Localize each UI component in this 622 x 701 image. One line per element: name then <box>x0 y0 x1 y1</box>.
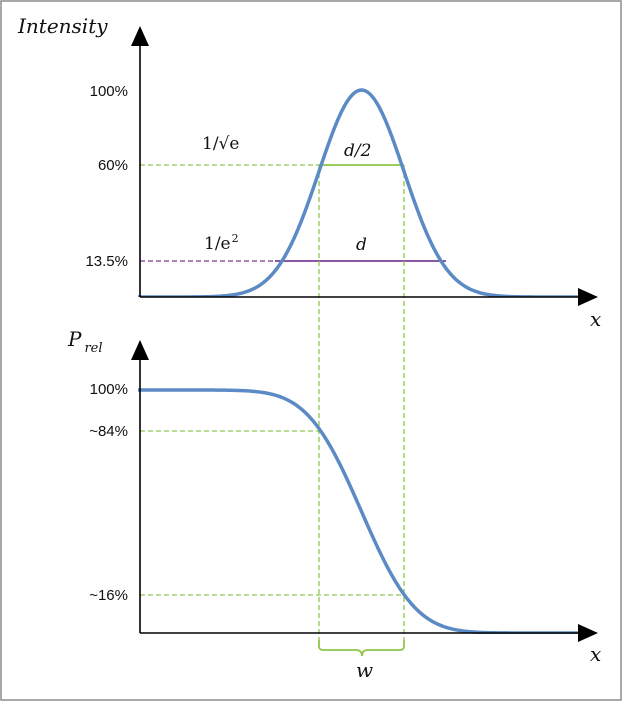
label-d-half: d/2 <box>344 141 371 161</box>
bottom-x-label: x <box>590 642 601 666</box>
tick-60: 60% <box>98 157 128 174</box>
label-inv-e-squared: 1/e2 <box>204 232 239 254</box>
w-label: w <box>356 658 373 682</box>
top-y-arrow-icon <box>131 26 149 46</box>
tick-100-top: 100% <box>90 83 128 100</box>
tick-16: ~16% <box>89 587 128 604</box>
bottom-y-arrow-icon <box>131 340 149 360</box>
tick-13-5: 13.5% <box>85 253 128 270</box>
label-inv-sqrt-e: 1/√e <box>202 134 239 154</box>
label-d: d <box>356 235 367 255</box>
tick-84: ~84% <box>89 423 128 440</box>
bottom-x-arrow-icon <box>578 624 598 642</box>
top-y-title: Intensity <box>17 14 108 38</box>
w-brace <box>318 640 405 657</box>
tick-100-bottom: 100% <box>90 381 128 398</box>
top-x-label: x <box>590 307 601 331</box>
top-x-arrow-icon <box>578 288 598 306</box>
